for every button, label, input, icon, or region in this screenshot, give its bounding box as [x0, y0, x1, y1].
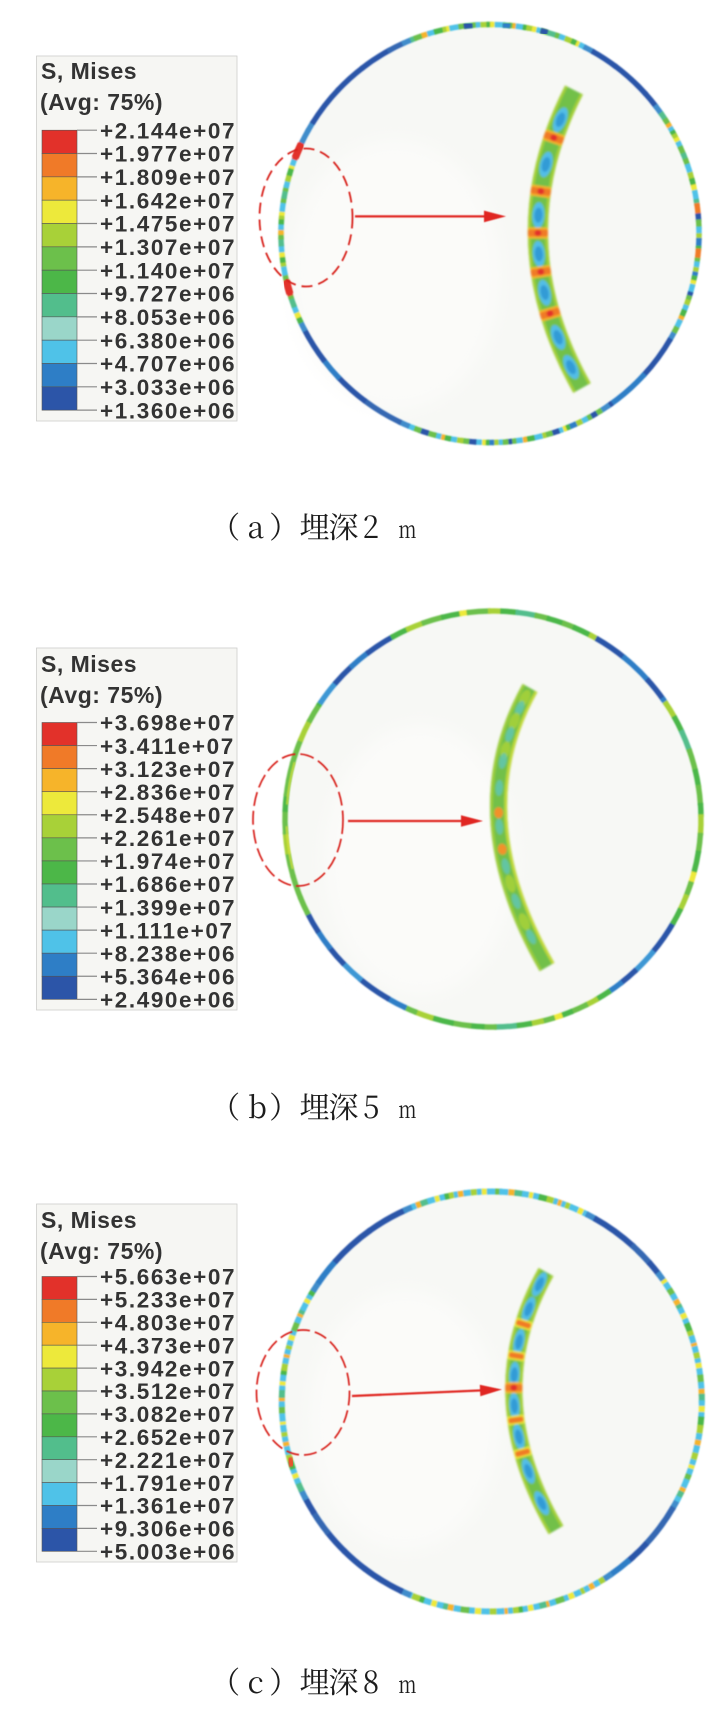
- svg-text:+9.727e+06: +9.727e+06: [100, 282, 236, 307]
- svg-text:+4.373e+07: +4.373e+07: [100, 1333, 236, 1358]
- svg-text:+2.261e+07: +2.261e+07: [100, 826, 236, 851]
- svg-text:+2.836e+07: +2.836e+07: [100, 780, 236, 805]
- svg-text:+3.942e+07: +3.942e+07: [100, 1356, 236, 1381]
- svg-text:+1.791e+07: +1.791e+07: [100, 1471, 236, 1496]
- svg-text:S, Mises: S, Mises: [41, 58, 137, 84]
- svg-text:+1.475e+07: +1.475e+07: [100, 212, 236, 237]
- svg-text:+1.361e+07: +1.361e+07: [100, 1494, 236, 1519]
- svg-text:+4.803e+07: +4.803e+07: [100, 1311, 236, 1336]
- svg-text:+3.082e+07: +3.082e+07: [100, 1402, 236, 1427]
- svg-text:+2.144e+07: +2.144e+07: [100, 118, 236, 143]
- svg-text:S, Mises: S, Mises: [41, 651, 137, 677]
- svg-text:+5.364e+06: +5.364e+06: [100, 964, 236, 989]
- svg-text:(Avg: 75%): (Avg: 75%): [40, 1238, 163, 1264]
- svg-text:+1.809e+07: +1.809e+07: [100, 165, 236, 190]
- svg-text:+1.399e+07: +1.399e+07: [100, 895, 236, 920]
- svg-text:+5.003e+06: +5.003e+06: [100, 1540, 236, 1565]
- svg-text:+2.652e+07: +2.652e+07: [100, 1425, 236, 1450]
- svg-text:(Avg: 75%): (Avg: 75%): [40, 89, 163, 115]
- svg-text:+1.686e+07: +1.686e+07: [100, 872, 236, 897]
- svg-text:+1.974e+07: +1.974e+07: [100, 849, 236, 874]
- svg-text:+8.238e+06: +8.238e+06: [100, 941, 236, 966]
- svg-text:+3.698e+07: +3.698e+07: [100, 711, 236, 736]
- svg-text:+3.123e+07: +3.123e+07: [100, 757, 236, 782]
- svg-text:+1.977e+07: +1.977e+07: [100, 142, 236, 167]
- svg-text:+1.360e+06: +1.360e+06: [100, 398, 236, 423]
- svg-text:S, Mises: S, Mises: [41, 1207, 137, 1233]
- svg-text:+1.111e+07: +1.111e+07: [100, 918, 234, 943]
- svg-text:+5.233e+07: +5.233e+07: [100, 1288, 236, 1313]
- svg-text:+4.707e+06: +4.707e+06: [100, 352, 236, 377]
- svg-text:+1.307e+07: +1.307e+07: [100, 235, 236, 260]
- svg-text:(Avg: 75%): (Avg: 75%): [40, 682, 163, 708]
- svg-text:+8.053e+06: +8.053e+06: [100, 305, 236, 330]
- svg-text:+3.033e+06: +3.033e+06: [100, 375, 236, 400]
- svg-text:+1.642e+07: +1.642e+07: [100, 188, 236, 213]
- svg-text:+3.512e+07: +3.512e+07: [100, 1379, 236, 1404]
- svg-text:+2.490e+06: +2.490e+06: [100, 988, 236, 1013]
- svg-text:+3.411e+07: +3.411e+07: [100, 734, 235, 759]
- svg-text:+9.306e+06: +9.306e+06: [100, 1517, 236, 1542]
- svg-text:+2.548e+07: +2.548e+07: [100, 803, 236, 828]
- svg-text:+6.380e+06: +6.380e+06: [100, 328, 236, 353]
- svg-text:+2.221e+07: +2.221e+07: [100, 1448, 236, 1473]
- svg-text:+5.663e+07: +5.663e+07: [100, 1265, 236, 1290]
- svg-text:+1.140e+07: +1.140e+07: [100, 258, 236, 283]
